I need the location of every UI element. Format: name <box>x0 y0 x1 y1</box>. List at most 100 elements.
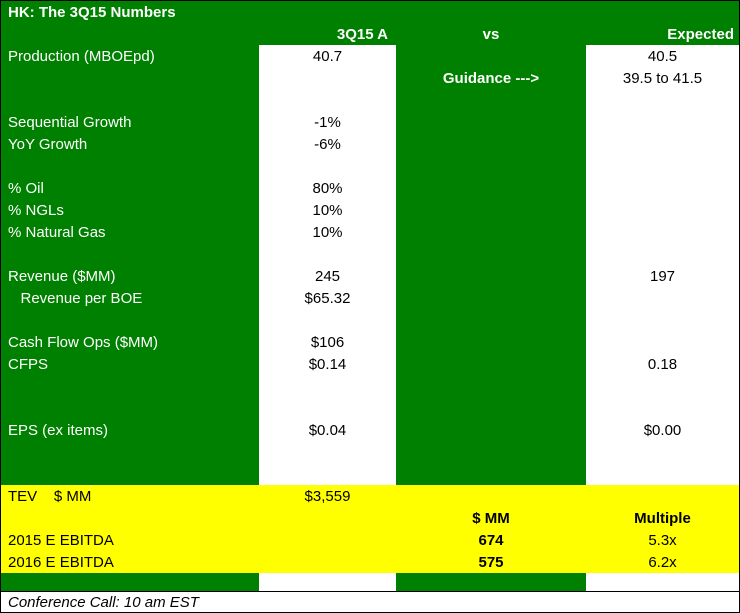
cell-vs <box>396 45 586 67</box>
table-row: EPS (ex items) $0.04 $0.00 <box>1 419 739 441</box>
cell-actual: 10% <box>259 199 396 221</box>
cell-expected <box>586 111 739 133</box>
row-label <box>1 155 259 177</box>
cell-expected <box>586 463 739 485</box>
table-row: CFPS $0.14 0.18 <box>1 353 739 375</box>
header-vs: vs <box>482 25 500 43</box>
ebitda-2016-multiple: 6.2x <box>648 553 677 571</box>
column-header-row: 3Q15 A vs Expected <box>1 23 739 45</box>
ebitda-spacer <box>259 551 396 573</box>
table-row: Production (MBOEpd) 40.7 40.5 <box>1 45 739 67</box>
cell-actual: 80% <box>259 177 396 199</box>
row-label: Production (MBOEpd) <box>8 47 155 65</box>
cell-vs <box>396 221 586 243</box>
cell-vs <box>396 441 586 463</box>
ebitda-2015-label: 2015 E EBITDA <box>8 531 114 549</box>
ebitda-2015-mm: 674 <box>478 531 504 549</box>
cell-expected <box>586 155 739 177</box>
ebitda-2015-multiple: 5.3x <box>648 531 677 549</box>
cell-actual: 245 <box>259 265 396 287</box>
column-strip-row <box>1 573 739 591</box>
row-label <box>1 441 259 463</box>
cell-actual <box>259 397 396 419</box>
cell-expected <box>586 309 739 331</box>
tev-value: $3,559 <box>304 487 351 505</box>
header-spacer <box>1 23 259 45</box>
row-label: % Oil <box>8 179 44 197</box>
table-row: % Natural Gas 10% <box>1 221 739 243</box>
table-row: YoY Growth -6% <box>1 133 739 155</box>
cell-expected <box>586 133 739 155</box>
cell-expected <box>586 89 739 111</box>
cell-vs <box>396 89 586 111</box>
cell-actual <box>259 441 396 463</box>
cell-actual <box>259 89 396 111</box>
cell-actual <box>259 375 396 397</box>
cell-vs <box>396 265 586 287</box>
row-label: YoY Growth <box>8 135 88 153</box>
cell-expected <box>586 375 739 397</box>
cell-actual <box>259 67 396 89</box>
tev-row: TEV $ MM $3,559 <box>1 485 739 507</box>
row-label <box>1 375 259 397</box>
cell-expected: 197 <box>586 265 739 287</box>
cell-actual <box>259 243 396 265</box>
ebitda-header-row: $ MM Multiple <box>1 507 739 529</box>
conference-call-note: Conference Call: 10 am EST <box>1 591 739 612</box>
ebitda-2016-mm: 575 <box>478 553 504 571</box>
table-row <box>1 375 739 397</box>
cell-vs <box>396 331 586 353</box>
cell-expected <box>586 177 739 199</box>
row-label: % Natural Gas <box>8 223 106 241</box>
ebitda-mm-header: $ MM <box>472 509 510 527</box>
row-label: % NGLs <box>8 201 64 219</box>
strip-spacer <box>396 573 586 591</box>
cell-actual: -6% <box>259 133 396 155</box>
cell-actual: $0.04 <box>259 419 396 441</box>
cell-vs <box>396 463 586 485</box>
row-label <box>1 463 259 485</box>
ebitda-spacer <box>259 529 396 551</box>
cell-vs <box>396 287 586 309</box>
table-row <box>1 155 739 177</box>
table-row: Sequential Growth -1% <box>1 111 739 133</box>
table-row <box>1 309 739 331</box>
cell-expected <box>586 441 739 463</box>
tev-label: TEV $ MM <box>8 487 92 505</box>
ebitda-header-spacer <box>259 507 396 529</box>
cell-expected <box>586 199 739 221</box>
cell-vs <box>396 353 586 375</box>
ebitda-header-spacer <box>1 507 259 529</box>
cell-actual: $0.14 <box>259 353 396 375</box>
row-label: EPS (ex items) <box>8 421 109 439</box>
cell-vs <box>396 397 586 419</box>
cell-actual: $106 <box>259 331 396 353</box>
ebitda-2016-row: 2016 E EBITDA 575 6.2x <box>1 551 739 573</box>
cell-expected <box>586 243 739 265</box>
cell-actual <box>259 309 396 331</box>
table-row: % Oil 80% <box>1 177 739 199</box>
row-label <box>1 243 259 265</box>
row-label <box>1 397 259 419</box>
cell-vs <box>396 177 586 199</box>
table-row <box>1 243 739 265</box>
ebitda-2016-label: 2016 E EBITDA <box>8 553 114 571</box>
page-title: HK: The 3Q15 Numbers <box>8 3 176 21</box>
cell-expected: 0.18 <box>586 353 739 375</box>
tev-spacer <box>396 485 586 507</box>
cell-vs <box>396 199 586 221</box>
cell-actual: $65.32 <box>259 287 396 309</box>
ebitda-2015-row: 2015 E EBITDA 674 5.3x <box>1 529 739 551</box>
cell-expected <box>586 287 739 309</box>
cell-vs <box>396 243 586 265</box>
header-3q15a: 3Q15 A <box>336 25 388 43</box>
row-label <box>1 89 259 111</box>
tev-spacer <box>586 485 739 507</box>
row-label: CFPS <box>8 355 49 373</box>
table-row <box>1 463 739 485</box>
table-row: Cash Flow Ops ($MM) $106 <box>1 331 739 353</box>
row-label <box>1 309 259 331</box>
table-row: Revenue per BOE $65.32 <box>1 287 739 309</box>
cell-actual <box>259 463 396 485</box>
strip-white-col <box>259 573 396 591</box>
